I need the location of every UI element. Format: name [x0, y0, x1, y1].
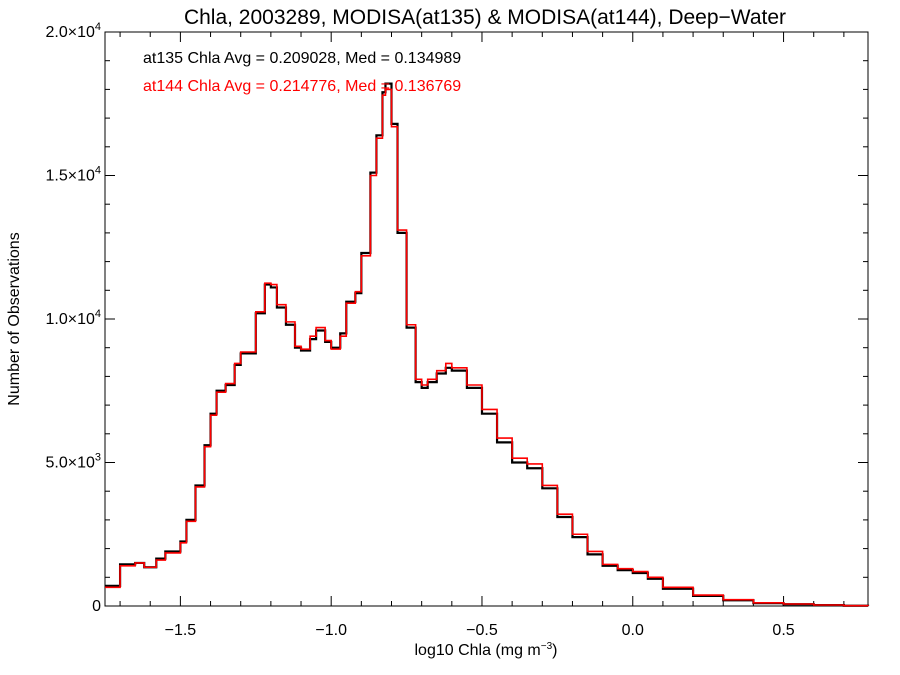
y-tick-label-exponent: 4 [95, 165, 101, 177]
x-tick-label: −1.0 [315, 622, 347, 639]
x-axis-label-unit-exponent: −3 [541, 641, 553, 652]
y-axis-label: Number of Observations [6, 232, 23, 405]
series-at144-line [105, 88, 869, 607]
y-tick-label: 1.0×104 [45, 308, 101, 328]
annotation-at144: at144 Chla Avg = 0.214776, Med = 0.13676… [143, 78, 461, 95]
x-tick-label: 0.0 [622, 622, 644, 639]
x-axis-label-tail: ) [552, 642, 557, 659]
y-tick-label-base: 0 [92, 598, 101, 615]
y-tick-label: 2.0×104 [45, 21, 101, 41]
x-axis-ticks: −1.5 −1.0 −0.5 0.0 0.5 [119, 32, 845, 639]
y-tick-label-base: 1.0×10 [45, 311, 94, 328]
y-tick-label-base: 2.0×10 [45, 24, 94, 41]
y-tick-label: 1.5×104 [45, 165, 101, 185]
x-tick-label: −0.5 [466, 622, 498, 639]
chart-title: Chla, 2003289, MODISA(at135) & MODISA(at… [184, 6, 786, 29]
series-layer [105, 82, 870, 607]
series-at135-line [105, 82, 870, 607]
x-tick-label: 0.5 [772, 622, 794, 639]
y-tick-label-base: 1.5×10 [45, 168, 94, 185]
y-tick-label: 0 [92, 598, 101, 615]
x-axis-label-text: log10 Chla (mg m [414, 642, 540, 659]
x-axis-label: log10 Chla (mg m−3) [414, 641, 557, 659]
y-tick-label-base: 5.0×10 [45, 455, 94, 472]
y-tick-label-exponent: 4 [95, 21, 101, 33]
annotation-at135: at135 Chla Avg = 0.209028, Med = 0.13498… [143, 50, 461, 67]
y-tick-label: 5.0×103 [45, 452, 101, 472]
y-tick-label-exponent: 4 [95, 308, 101, 320]
y-tick-label-exponent: 3 [95, 452, 101, 464]
x-tick-label: −1.5 [165, 622, 197, 639]
plot-frame [104, 31, 869, 607]
